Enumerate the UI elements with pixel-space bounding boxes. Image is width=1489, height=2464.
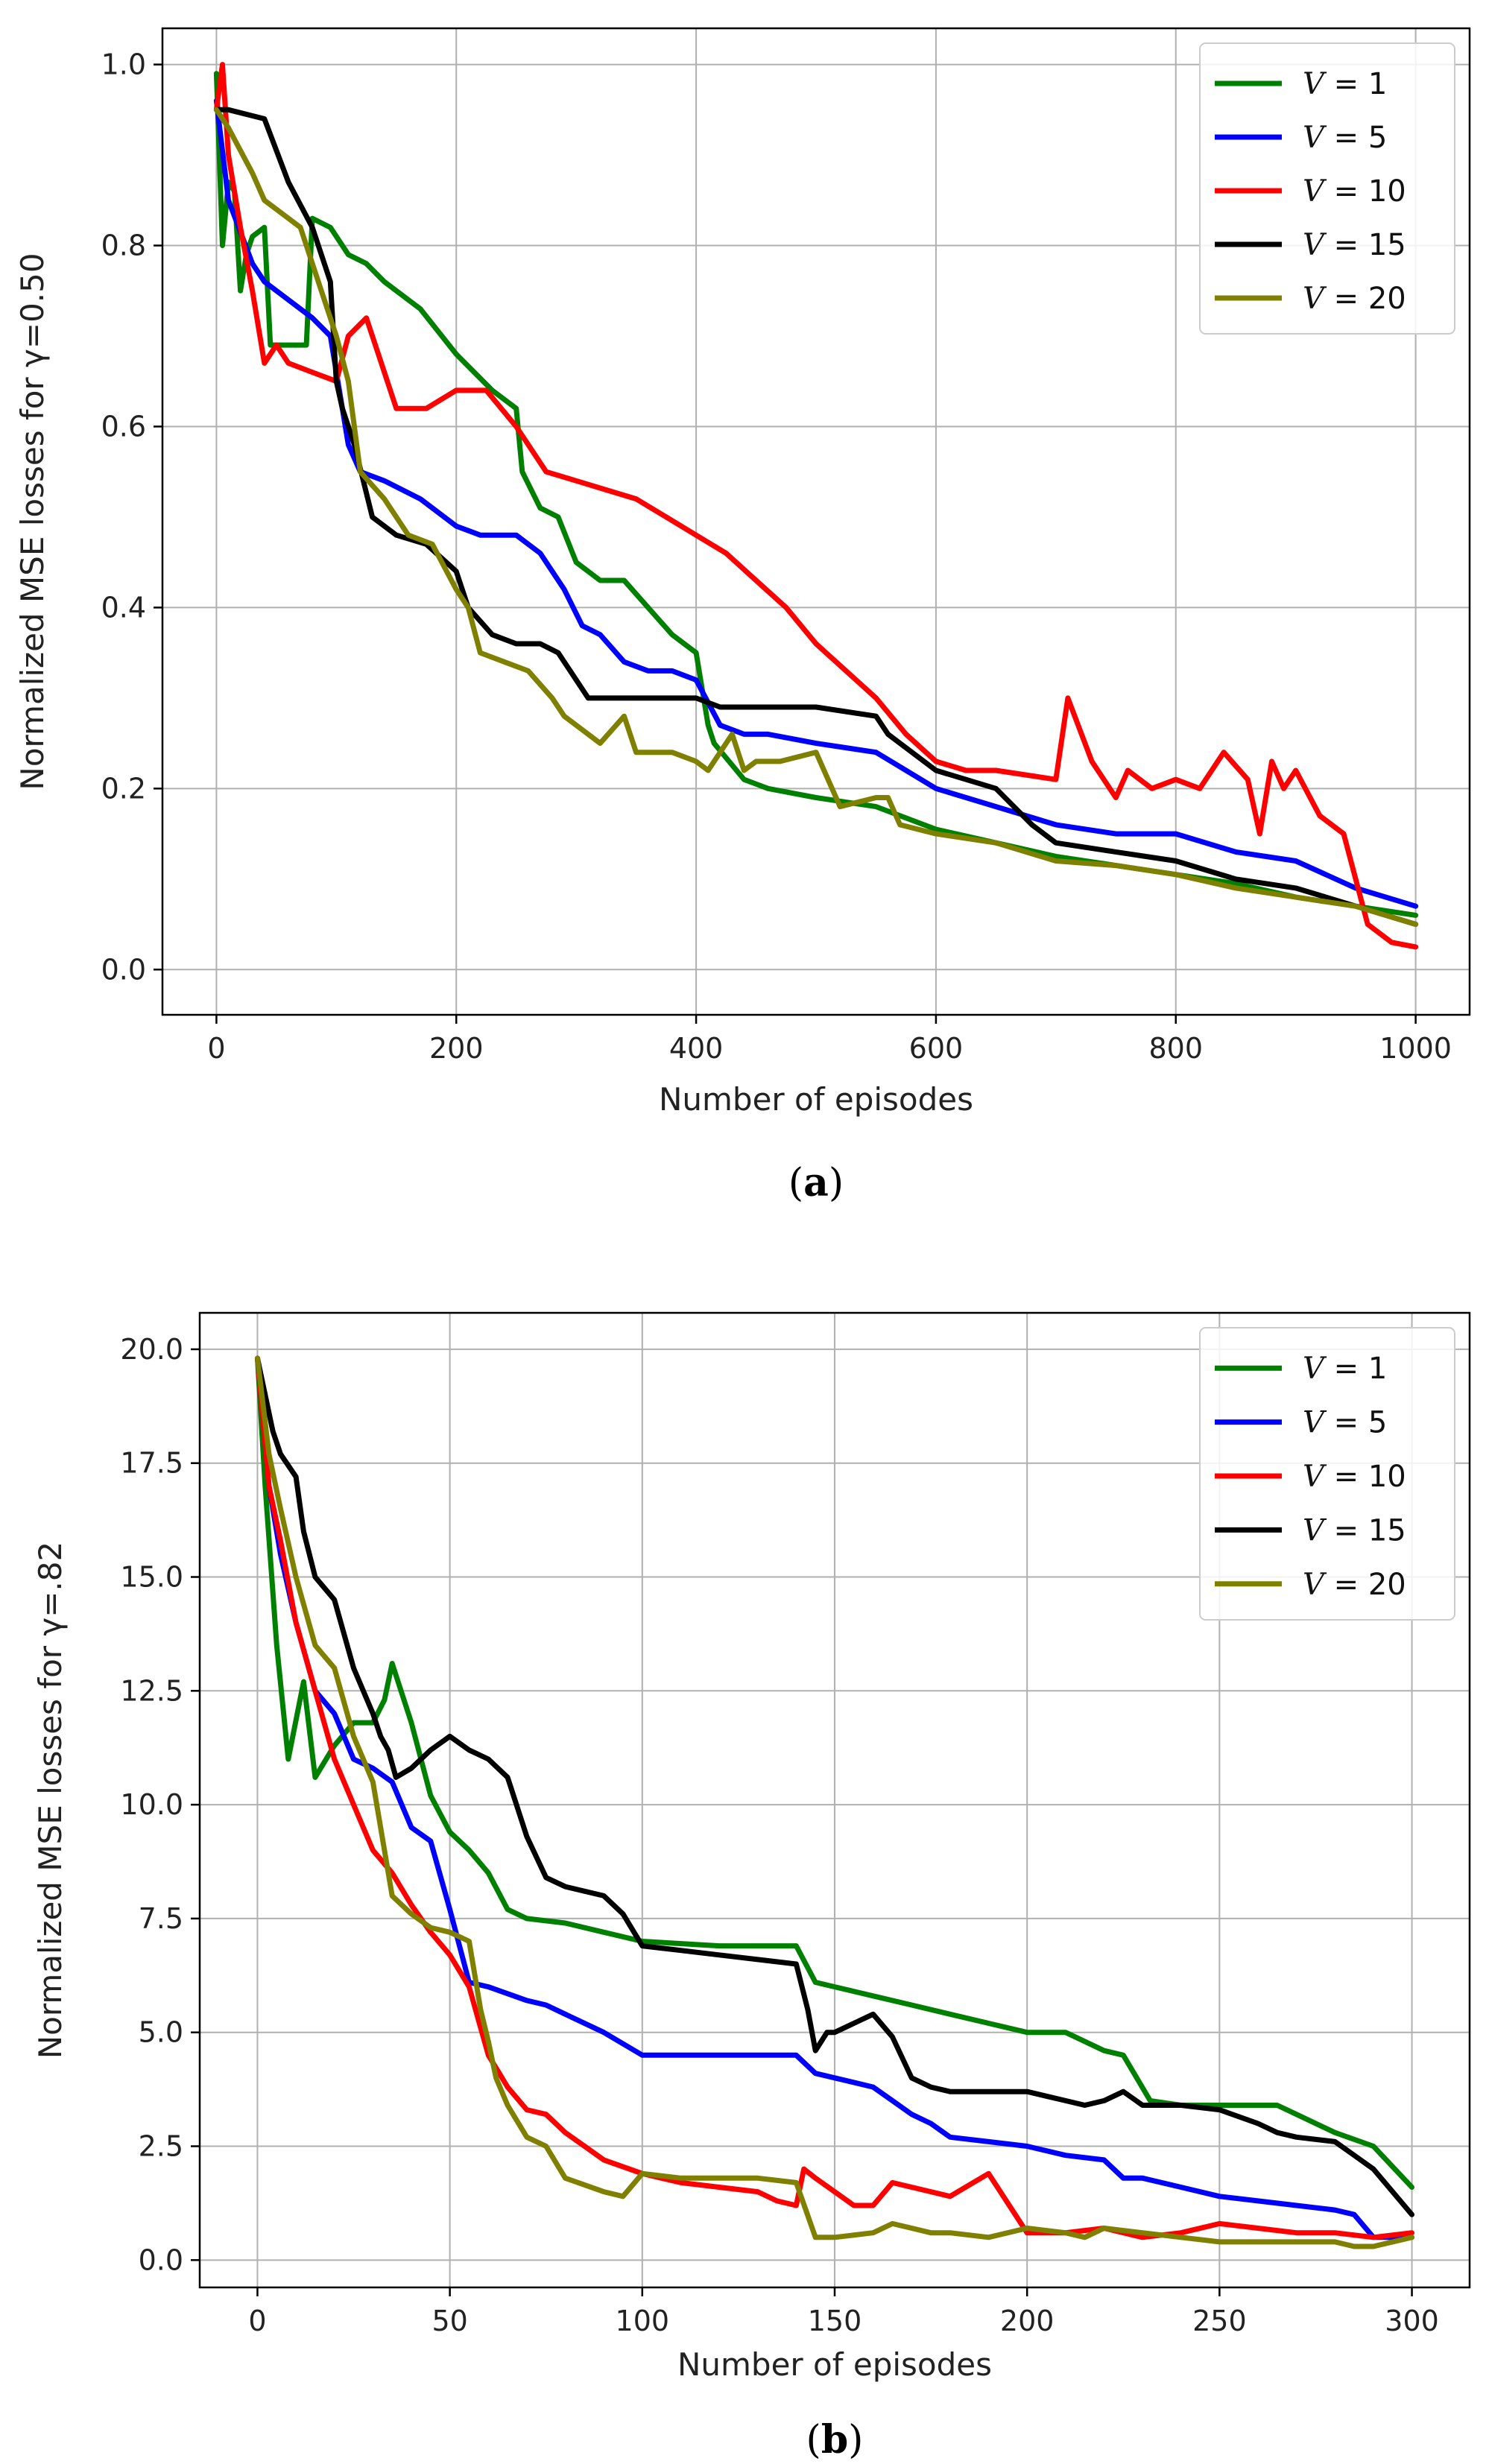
y-tick-label: 2.5 <box>139 2130 183 2163</box>
x-tick-label: 200 <box>429 1032 484 1065</box>
x-tick-label: 50 <box>431 2305 467 2337</box>
x-tick-label: 400 <box>669 1032 724 1065</box>
x-tick-label: 0 <box>207 1032 225 1065</box>
plot-frame <box>161 27 1471 1016</box>
y-tick-label: 0.6 <box>101 410 146 443</box>
series-line-v15 <box>255 1355 1414 2217</box>
panel-caption: (b) <box>806 2417 864 2463</box>
y-tick-label: 0.2 <box>101 772 146 805</box>
y-tick-label: 0.8 <box>101 229 146 262</box>
legend-label-v15: V = 15 <box>1303 1513 1406 1548</box>
x-tick-label: 300 <box>1385 2305 1439 2337</box>
y-tick-label: 10.0 <box>120 1788 183 1821</box>
series-line-v20 <box>255 1355 1414 2249</box>
legend-label-v5: V = 5 <box>1303 1406 1387 1440</box>
legend: V = 1 V = 5 V = 10 V = 15 V = 20 <box>1199 1327 1455 1621</box>
x-tick-label: 600 <box>909 1032 964 1065</box>
x-tick-label: 200 <box>1000 2305 1055 2337</box>
legend-box <box>1199 1327 1455 1621</box>
x-tick-label: 100 <box>616 2305 670 2337</box>
y-tick-label: 5.0 <box>139 2016 183 2049</box>
y-tick-label: 0.4 <box>101 591 146 624</box>
y-tick-label: 17.5 <box>120 1447 183 1480</box>
y-tick-label: 0.0 <box>101 953 146 986</box>
legend-label-v5: V = 5 <box>1303 121 1387 155</box>
y-tick-label: 7.5 <box>139 1902 183 1935</box>
legend: V = 1 V = 5 V = 10 V = 15 V = 20 <box>1199 42 1455 335</box>
x-tick-label: 800 <box>1148 1032 1203 1065</box>
y-tick-label: 20.0 <box>120 1333 183 1366</box>
x-axis-label: Number of episodes <box>659 1081 973 1118</box>
y-tick-label: 12.5 <box>120 1674 183 1707</box>
y-tick-label: 15.0 <box>120 1561 183 1594</box>
y-tick-label: 1.0 <box>101 48 146 81</box>
legend-label-v20: V = 20 <box>1303 1568 1406 1602</box>
legend-label-v1: V = 1 <box>1303 1352 1387 1386</box>
x-tick-label: 1000 <box>1379 1032 1452 1065</box>
legend-label-v10: V = 10 <box>1303 174 1406 209</box>
y-axis-label: Normalized MSE losses for γ=.82 <box>32 1542 69 2059</box>
legend-label-v15: V = 15 <box>1303 228 1406 262</box>
series-line-v15 <box>213 107 1419 927</box>
legend-label-v10: V = 10 <box>1303 1460 1406 1494</box>
legend-label-v1: V = 1 <box>1303 67 1387 101</box>
series-line-v5 <box>213 98 1419 909</box>
y-tick-label: 0.0 <box>139 2243 183 2276</box>
x-axis-label: Number of episodes <box>677 2346 992 2383</box>
x-tick-label: 150 <box>808 2305 862 2337</box>
chart-panel-a: 0 200 400 600 800 1000 0.0 0.2 0.4 0.6 0.8 1.0 Numbe… <box>14 27 1471 1206</box>
series-line-v20 <box>213 107 1419 927</box>
series-line-v5 <box>255 1355 1414 2240</box>
x-tick-label: 0 <box>248 2305 266 2337</box>
legend-label-v20: V = 20 <box>1303 282 1406 316</box>
y-axis-label: Normalized MSE losses for γ=0.50 <box>14 253 51 790</box>
series-line-v10 <box>213 62 1419 950</box>
panel-caption: (a) <box>788 1160 844 1206</box>
chart-panel-b: 0 50 100 150 200 250 300 0.0 2.5 5.0 7.5 10.0 12.5 15… <box>32 1311 1471 2463</box>
legend-box <box>1199 42 1455 335</box>
x-tick-label: 250 <box>1192 2305 1247 2337</box>
